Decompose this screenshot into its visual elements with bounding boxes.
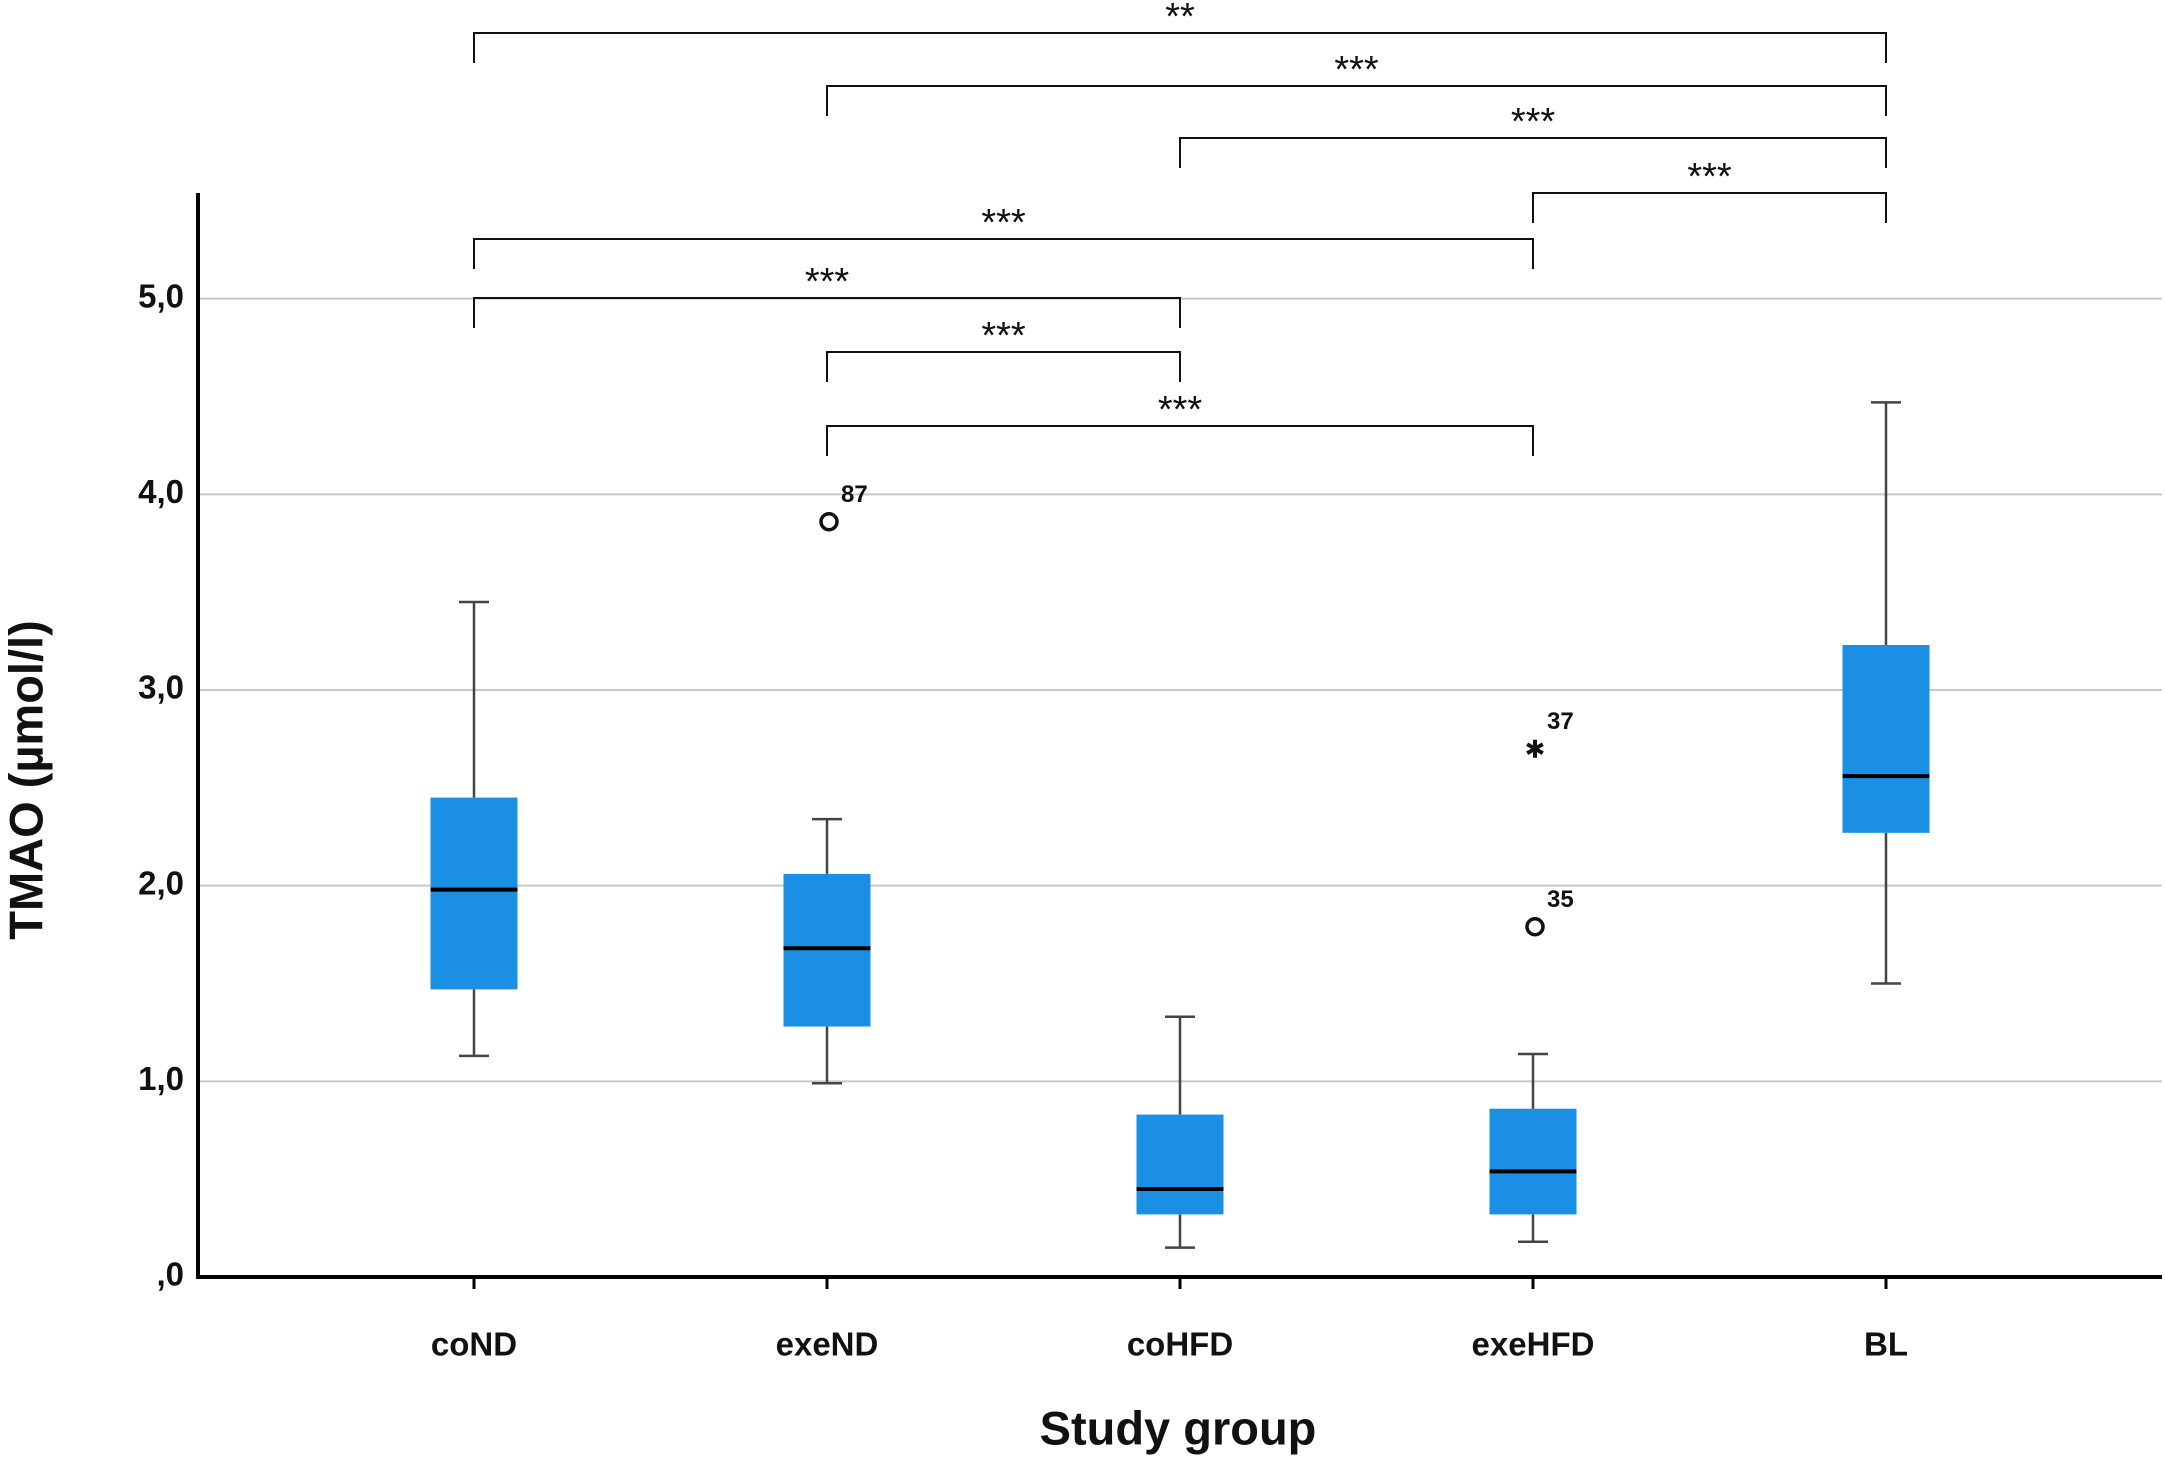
significance-bracket — [826, 85, 1887, 116]
outlier — [1525, 917, 1545, 937]
box — [430, 797, 518, 990]
significance-label: ** — [1165, 0, 1195, 38]
x-tick-label: BL — [1864, 1326, 1908, 1363]
x-axis-title: Study group — [1040, 1401, 1317, 1454]
significance-label: *** — [981, 202, 1026, 244]
box — [1842, 644, 1930, 833]
y-tick-label: 5,0 — [138, 277, 184, 314]
y-tick-label: 1,0 — [138, 1060, 184, 1097]
outlier-label: 37 — [1547, 708, 1574, 735]
significance-bracket — [473, 297, 1181, 328]
x-tick-label: exeND — [776, 1326, 879, 1363]
outlier — [819, 511, 839, 532]
box — [1489, 1108, 1577, 1215]
significance-label: *** — [1334, 49, 1379, 91]
x-tick-label: coND — [431, 1326, 517, 1363]
significance-bracket — [473, 238, 1534, 269]
y-tick-label: ,0 — [156, 1256, 184, 1293]
significance-bracket — [473, 32, 1887, 63]
significance-bracket — [826, 351, 1181, 382]
box — [1136, 1114, 1224, 1215]
y-tick-label: 2,0 — [138, 864, 184, 901]
significance-label: *** — [805, 261, 850, 303]
x-tick-label: exeHFD — [1472, 1326, 1595, 1363]
significance-bracket — [1532, 192, 1887, 223]
outlier-label: 87 — [841, 481, 868, 508]
significance-bracket — [1179, 137, 1887, 168]
x-tick-label: coHFD — [1127, 1326, 1233, 1363]
significance-bracket — [826, 425, 1534, 456]
outlier — [1526, 739, 1544, 758]
significance-label: *** — [1158, 389, 1203, 431]
y-axis-title: TMAO (µmol/l) — [0, 620, 52, 939]
outlier-label: 35 — [1547, 886, 1574, 913]
y-tick-label: 3,0 — [138, 669, 184, 706]
significance-label: *** — [1687, 156, 1732, 198]
significance-label: *** — [981, 315, 1026, 357]
significance-label: *** — [1511, 101, 1556, 143]
y-tick-label: 4,0 — [138, 473, 184, 510]
